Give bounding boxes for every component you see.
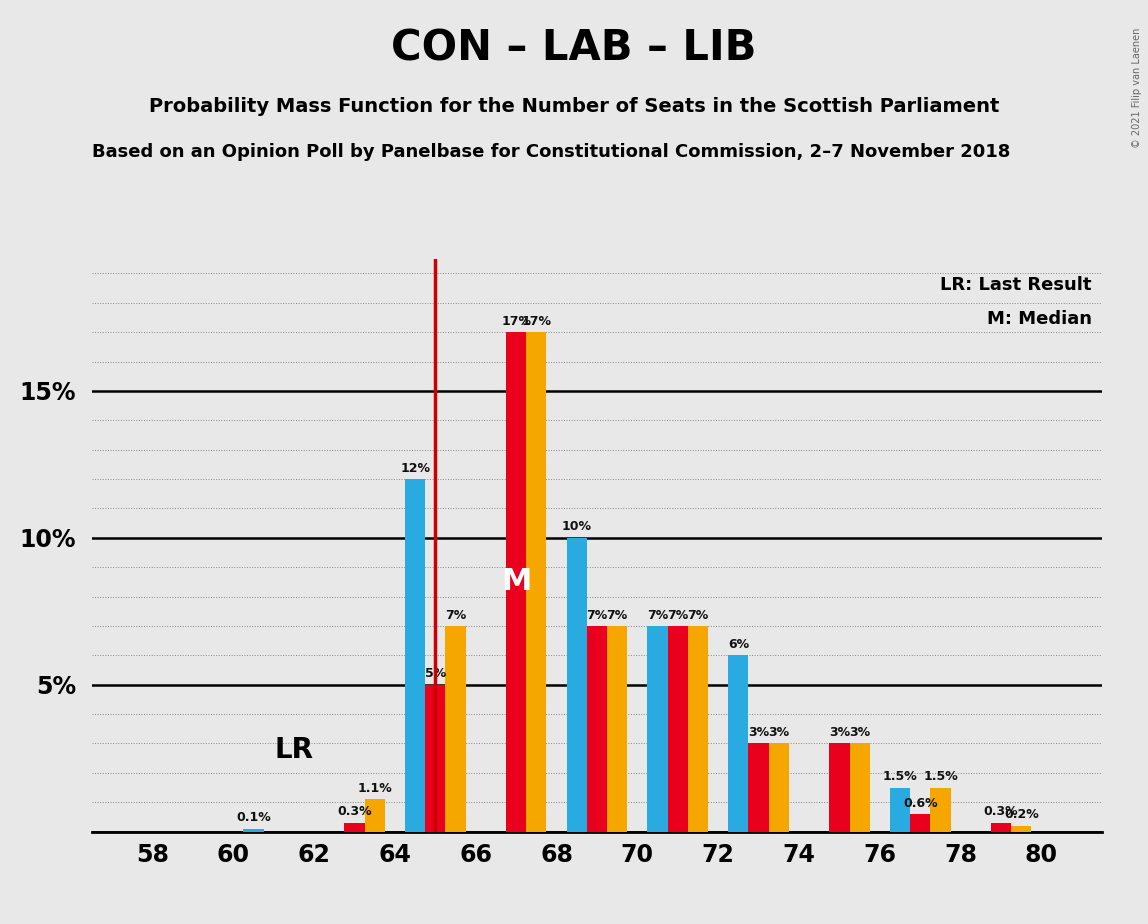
Text: CON – LAB – LIB: CON – LAB – LIB: [391, 28, 757, 69]
Text: 7%: 7%: [606, 609, 628, 622]
Text: 0.3%: 0.3%: [338, 806, 372, 819]
Text: 0.2%: 0.2%: [1003, 808, 1039, 821]
Bar: [668, 626, 688, 832]
Text: 17%: 17%: [521, 315, 551, 328]
Text: 10%: 10%: [561, 520, 591, 533]
Text: 7%: 7%: [667, 609, 689, 622]
Text: 3%: 3%: [748, 726, 769, 739]
Bar: [344, 822, 365, 832]
Bar: [587, 626, 607, 832]
Text: 1.5%: 1.5%: [923, 770, 957, 784]
Text: 3%: 3%: [768, 726, 790, 739]
Text: LR: Last Result: LR: Last Result: [940, 276, 1092, 294]
Text: 0.3%: 0.3%: [984, 806, 1018, 819]
Text: 7%: 7%: [445, 609, 466, 622]
Text: LR: LR: [274, 736, 313, 764]
Text: 7%: 7%: [587, 609, 607, 622]
Bar: [425, 685, 445, 832]
Text: 3%: 3%: [850, 726, 870, 739]
Text: 17%: 17%: [502, 315, 532, 328]
Bar: [728, 655, 748, 832]
Bar: [910, 814, 930, 832]
Text: 7%: 7%: [688, 609, 708, 622]
Bar: [405, 479, 425, 832]
Bar: [991, 822, 1011, 832]
Bar: [526, 332, 546, 832]
Text: 1.5%: 1.5%: [883, 770, 917, 784]
Bar: [445, 626, 466, 832]
Text: 3%: 3%: [829, 726, 850, 739]
Bar: [850, 744, 870, 832]
Text: 0.1%: 0.1%: [236, 811, 271, 824]
Bar: [1011, 826, 1031, 832]
Bar: [365, 799, 385, 832]
Text: 5%: 5%: [425, 667, 445, 680]
Text: Based on an Opinion Poll by Panelbase for Constitutional Commission, 2–7 Novembe: Based on an Opinion Poll by Panelbase fo…: [92, 143, 1010, 161]
Bar: [688, 626, 708, 832]
Bar: [769, 744, 789, 832]
Bar: [748, 744, 769, 832]
Text: 7%: 7%: [647, 609, 668, 622]
Text: Probability Mass Function for the Number of Seats in the Scottish Parliament: Probability Mass Function for the Number…: [149, 97, 999, 116]
Text: 1.1%: 1.1%: [357, 782, 393, 795]
Text: © 2021 Filip van Laenen: © 2021 Filip van Laenen: [1132, 28, 1142, 148]
Text: 6%: 6%: [728, 638, 748, 650]
Bar: [647, 626, 668, 832]
Bar: [890, 787, 910, 832]
Bar: [567, 538, 587, 832]
Bar: [506, 332, 526, 832]
Bar: [829, 744, 850, 832]
Bar: [607, 626, 627, 832]
Text: M: M: [501, 567, 532, 596]
Bar: [930, 787, 951, 832]
Bar: [243, 829, 264, 832]
Text: 12%: 12%: [401, 462, 430, 475]
Text: M: Median: M: Median: [987, 310, 1092, 328]
Text: 0.6%: 0.6%: [903, 796, 938, 809]
